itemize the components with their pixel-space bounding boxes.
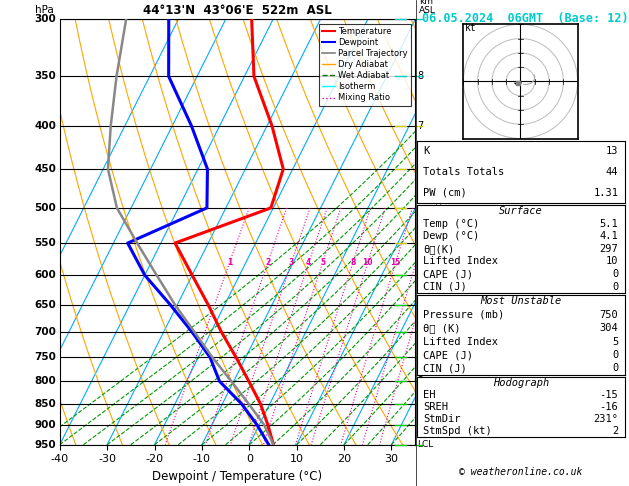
Text: 650: 650 [35,300,56,310]
Text: 304: 304 [599,323,618,333]
Text: 550: 550 [35,238,56,248]
Text: Most Unstable: Most Unstable [480,296,562,306]
Text: 600: 600 [35,270,56,280]
Text: 1: 1 [227,258,232,267]
Text: 300: 300 [35,15,56,24]
Text: 2: 2 [265,258,270,267]
Text: 10: 10 [362,258,373,267]
Text: 4: 4 [306,258,311,267]
Text: StmSpd (kt): StmSpd (kt) [423,426,492,436]
Text: 400: 400 [35,121,56,131]
Text: CIN (J): CIN (J) [423,364,467,373]
Text: 1.31: 1.31 [593,188,618,198]
Text: 500: 500 [35,203,56,213]
Text: Totals Totals: Totals Totals [423,167,504,177]
Text: 0: 0 [612,364,618,373]
Text: 44: 44 [606,167,618,177]
Text: 2: 2 [417,376,423,386]
Text: kt: kt [465,23,477,34]
Text: 6: 6 [417,164,423,174]
Text: 800: 800 [35,376,56,386]
Text: hPa: hPa [35,5,53,15]
Text: 850: 850 [35,399,56,409]
Text: 4.1: 4.1 [599,231,618,241]
Text: EH: EH [423,390,436,400]
Text: θᴄ (K): θᴄ (K) [423,323,461,333]
Text: 3: 3 [417,327,423,337]
Legend: Temperature, Dewpoint, Parcel Trajectory, Dry Adiabat, Wet Adiabat, Isotherm, Mi: Temperature, Dewpoint, Parcel Trajectory… [319,24,411,106]
Text: K: K [423,146,430,156]
Text: SREH: SREH [423,402,448,412]
Text: LCL: LCL [417,440,433,449]
Text: PW (cm): PW (cm) [423,188,467,198]
Text: 8: 8 [417,71,423,81]
Text: Lifted Index: Lifted Index [423,257,498,266]
Text: 450: 450 [35,164,56,174]
Text: Temp (°C): Temp (°C) [423,219,479,228]
Text: 231°: 231° [593,414,618,424]
Text: km
ASL: km ASL [419,0,435,15]
X-axis label: Dewpoint / Temperature (°C): Dewpoint / Temperature (°C) [152,470,323,483]
Text: 297: 297 [599,244,618,254]
Text: 0: 0 [612,282,618,292]
Text: 750: 750 [599,310,618,320]
Title: 44°13'N  43°06'E  522m  ASL: 44°13'N 43°06'E 522m ASL [143,4,332,17]
Text: 13: 13 [606,146,618,156]
Text: Hodograph: Hodograph [493,378,549,388]
Text: 15: 15 [391,258,401,267]
Text: 5.1: 5.1 [599,219,618,228]
Text: Pressure (mb): Pressure (mb) [423,310,504,320]
Text: -16: -16 [599,402,618,412]
Text: CIN (J): CIN (J) [423,282,467,292]
Text: 950: 950 [35,440,56,450]
Text: 900: 900 [35,420,56,430]
Text: 4: 4 [417,270,423,280]
Text: StmDir: StmDir [423,414,461,424]
Text: 1: 1 [417,399,423,409]
Text: 7: 7 [417,121,423,131]
Text: Lifted Index: Lifted Index [423,337,498,347]
Text: 700: 700 [35,327,56,337]
Text: 10: 10 [606,257,618,266]
Text: 0: 0 [612,350,618,360]
Text: 350: 350 [35,71,56,81]
Text: 5: 5 [612,337,618,347]
Text: 06.05.2024  06GMT  (Base: 12): 06.05.2024 06GMT (Base: 12) [422,12,628,25]
Text: -15: -15 [599,390,618,400]
Text: 2: 2 [612,426,618,436]
Text: Dewp (°C): Dewp (°C) [423,231,479,241]
Text: Mixing Ratio (g/kg): Mixing Ratio (g/kg) [435,165,443,251]
Text: 8: 8 [350,258,355,267]
Text: 3: 3 [289,258,294,267]
Text: CAPE (J): CAPE (J) [423,350,473,360]
Text: CAPE (J): CAPE (J) [423,269,473,279]
Text: 750: 750 [35,352,56,363]
Text: Surface: Surface [499,206,543,216]
Text: © weatheronline.co.uk: © weatheronline.co.uk [459,467,582,477]
Text: 0: 0 [612,269,618,279]
Text: θᴄ(K): θᴄ(K) [423,244,455,254]
Text: 5: 5 [320,258,325,267]
